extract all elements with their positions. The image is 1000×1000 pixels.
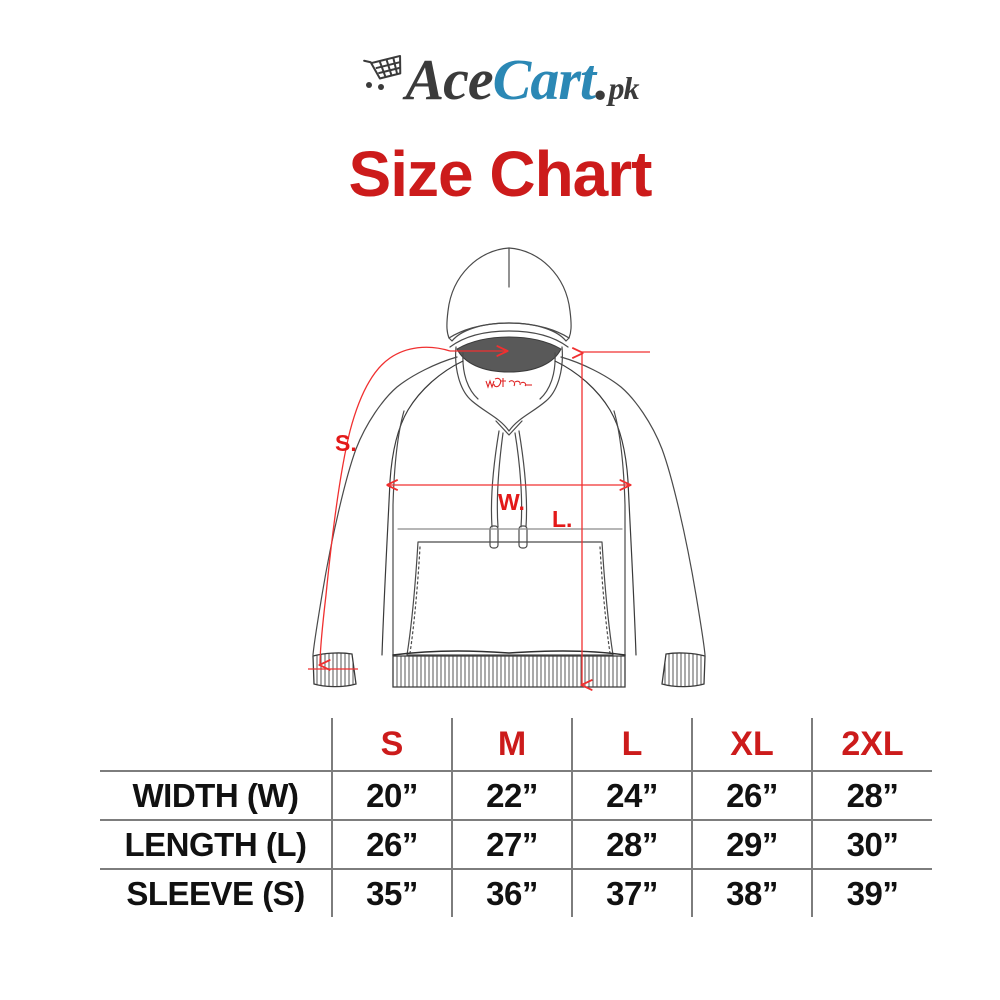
cell-sleeve-2xl-text: 39”: [846, 874, 899, 912]
cell-length-2xl-text: 30”: [846, 825, 899, 863]
cell-length-m: 27”: [451, 820, 572, 870]
drawstring-left: [490, 430, 500, 528]
cell-length-s-text: 26”: [366, 825, 418, 863]
size-label-xl: XL: [730, 724, 774, 763]
brand-name-dot: .: [595, 47, 609, 112]
cell-length-l: 28”: [571, 820, 692, 870]
table-header-row: S M L XL 2XL: [100, 718, 932, 772]
brand-name-ace: Ace: [405, 47, 493, 112]
cell-length-xl-text: 29”: [726, 825, 778, 863]
cell-sleeve-l-text: 37”: [606, 874, 658, 912]
row-label-length-text: LENGTH (L): [124, 825, 307, 863]
cell-sleeve-xl: 38”: [691, 869, 812, 917]
cell-width-l: 24”: [571, 771, 692, 821]
header-cell-l: L: [571, 718, 692, 772]
row-label-width-text: WIDTH (W): [132, 776, 299, 814]
ribbed-hem: [392, 655, 626, 688]
size-chart-table-container: S M L XL 2XL WIDTH (W): [100, 718, 932, 917]
collar-right-fold: [539, 352, 556, 400]
ribbed-cuff-left: [312, 652, 357, 688]
sleeve-measure-line: [320, 346, 451, 665]
right-body-side: [613, 410, 626, 656]
header-cell-2xl: 2XL: [811, 718, 932, 772]
left-sleeve-outer: [312, 356, 458, 656]
cell-sleeve-m: 36”: [451, 869, 572, 917]
pocket-stitch-left: [409, 546, 421, 654]
brand-name-cart: Cart: [492, 47, 596, 112]
drawstring-aglet-right: [518, 525, 528, 549]
hood-band-top: [448, 322, 570, 339]
cell-width-m-text: 22”: [486, 776, 538, 814]
drawstring-left-b: [518, 430, 528, 528]
table-row-length: LENGTH (L) 26” 27” 28” 29” 30”: [100, 820, 932, 870]
cell-sleeve-s: 35”: [331, 869, 452, 917]
left-armhole-seam: [381, 360, 464, 656]
cell-length-xl: 29”: [691, 820, 812, 870]
page-title: Size Chart: [348, 138, 653, 210]
header-cell-xl: XL: [691, 718, 812, 772]
v-placket: [495, 420, 523, 436]
shopping-cart-icon: [363, 54, 402, 90]
header-cell-s: S: [331, 718, 452, 772]
size-label-l: L: [621, 724, 643, 763]
cell-sleeve-xl-text: 38”: [726, 874, 778, 912]
table-row-width: WIDTH (W) 20” 22” 24” 26” 28”: [100, 771, 932, 821]
pocket-stitch-right: [599, 546, 611, 654]
row-label-sleeve: SLEEVE (S): [100, 869, 332, 917]
collar-left-fold: [462, 352, 479, 400]
brand-name-tld: pk: [608, 70, 640, 106]
hood-band-bottom: [449, 330, 569, 348]
cell-length-m-text: 27”: [486, 825, 538, 863]
hoodie-diagram: S. W. L.: [300, 235, 720, 705]
cell-width-xl: 26”: [691, 771, 812, 821]
right-sleeve-outer: [560, 356, 706, 656]
sleeve-label: S.: [335, 430, 357, 456]
drawstring-aglet-left: [489, 525, 499, 549]
cell-sleeve-2xl: 39”: [811, 869, 932, 917]
size-label-s: S: [380, 724, 404, 763]
brand-logo: AceCart.pk: [0, 42, 1000, 118]
row-label-width: WIDTH (W): [100, 771, 332, 821]
measurement-overlay: [308, 347, 650, 685]
hoodie-svg: S. W. L.: [308, 247, 706, 705]
cell-width-2xl: 28”: [811, 771, 932, 821]
brand-wordmark: AceCart.pk: [405, 51, 640, 109]
length-label: L.: [552, 506, 572, 532]
size-label-2xl: 2XL: [841, 724, 904, 763]
cell-width-s-text: 20”: [366, 776, 418, 814]
cart-wheel-right-icon: [378, 84, 385, 90]
left-body-side: [392, 410, 405, 656]
cell-width-m: 22”: [451, 771, 572, 821]
cell-width-xl-text: 26”: [726, 776, 778, 814]
cell-width-2xl-text: 28”: [846, 776, 899, 814]
size-label-m: M: [497, 724, 527, 763]
hood-lining: [456, 336, 562, 373]
neck-collar: [455, 346, 563, 432]
width-label: W.: [498, 489, 525, 515]
cell-length-2xl: 30”: [811, 820, 932, 870]
ribbed-cuff-right: [661, 652, 706, 688]
table-row-sleeve: SLEEVE (S) 35” 36” 37” 38” 39”: [100, 869, 932, 917]
cell-sleeve-l: 37”: [571, 869, 692, 917]
cell-width-l-text: 24”: [606, 776, 658, 814]
cell-width-s: 20”: [331, 771, 452, 821]
header-cell-m: M: [451, 718, 572, 772]
cell-length-l-text: 28”: [606, 825, 658, 863]
size-chart-table: S M L XL 2XL WIDTH (W): [100, 718, 932, 917]
row-label-sleeve-text: SLEEVE (S): [126, 874, 305, 912]
cart-wheel-left-icon: [366, 82, 373, 88]
cell-length-s: 26”: [331, 820, 452, 870]
cell-sleeve-s-text: 35”: [366, 874, 418, 912]
row-label-length: LENGTH (L): [100, 820, 332, 870]
neck-signature-mark: [485, 377, 532, 389]
kangaroo-pocket: [406, 541, 614, 656]
cell-sleeve-m-text: 36”: [486, 874, 538, 912]
header-cell-blank: [100, 718, 332, 772]
